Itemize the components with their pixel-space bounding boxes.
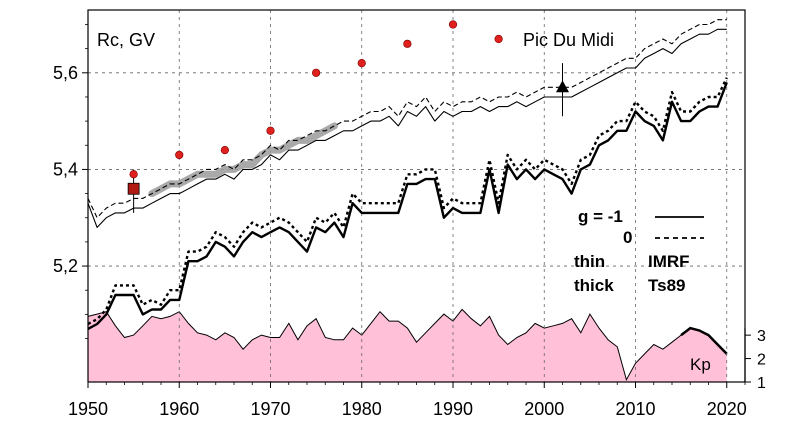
measured-point bbox=[403, 39, 412, 48]
legend-g-zero: 0 bbox=[623, 228, 632, 247]
series-line-thin-dashed bbox=[87, 19, 727, 219]
x-tick-label: 1960 bbox=[159, 399, 199, 419]
kp-area bbox=[88, 309, 727, 382]
x-tick-label: 2020 bbox=[707, 399, 747, 419]
x-tick-label: 2000 bbox=[524, 399, 564, 419]
series-layer bbox=[87, 19, 728, 330]
legend: g = -1 0 thin IMRF thick Ts89 bbox=[574, 207, 704, 295]
y-tick-label: 5,2 bbox=[53, 256, 78, 276]
legend-imrf: IMRF bbox=[648, 252, 690, 271]
kp-line-thick-segment bbox=[680, 326, 728, 355]
measured-point bbox=[494, 34, 503, 44]
legend-thick: thick bbox=[574, 276, 614, 295]
measured-point bbox=[220, 146, 229, 155]
y-axis-label: Rc, GV bbox=[97, 30, 155, 50]
gray-band bbox=[148, 122, 338, 198]
axis-layer: 1950 1960 1970 1980 1990 2000 2010 2020 5,2 5,4 5,… bbox=[53, 24, 766, 419]
kp-tick-label: 3 bbox=[757, 328, 766, 345]
series-line-thick-solid bbox=[87, 82, 728, 330]
x-tick-label: 1980 bbox=[342, 399, 382, 419]
series-line-thin-solid bbox=[87, 28, 727, 228]
measured-point bbox=[266, 126, 275, 135]
triangle-marker bbox=[556, 80, 569, 93]
legend-thin: thin bbox=[574, 252, 605, 271]
kp-tick-label: 2 bbox=[757, 352, 766, 369]
measured-point bbox=[129, 170, 138, 179]
measured-point bbox=[312, 68, 321, 77]
marker-layer bbox=[127, 20, 569, 213]
x-tick-label: 2010 bbox=[615, 399, 655, 419]
square-marker bbox=[127, 182, 140, 195]
y-tick-label: 5,6 bbox=[53, 63, 78, 83]
kp-line bbox=[87, 308, 728, 382]
x-tick-label: 1970 bbox=[250, 399, 290, 419]
grid-layer bbox=[88, 10, 745, 382]
x-tick-label: 1950 bbox=[68, 399, 108, 419]
measured-point bbox=[175, 150, 184, 160]
station-label: Pic Du Midi bbox=[523, 30, 614, 50]
y-tick-label: 5,4 bbox=[53, 159, 78, 179]
measured-point bbox=[357, 59, 366, 68]
x-tick-label: 1990 bbox=[433, 399, 473, 419]
measured-point bbox=[448, 20, 458, 29]
kp-label: Kp bbox=[690, 355, 711, 374]
kp-tick-label: 1 bbox=[757, 375, 766, 392]
series-line-thick-dashed bbox=[87, 77, 728, 326]
legend-ts89: Ts89 bbox=[648, 276, 686, 295]
legend-g-minus1: g = -1 bbox=[578, 207, 623, 226]
kp-area-layer bbox=[87, 308, 728, 382]
